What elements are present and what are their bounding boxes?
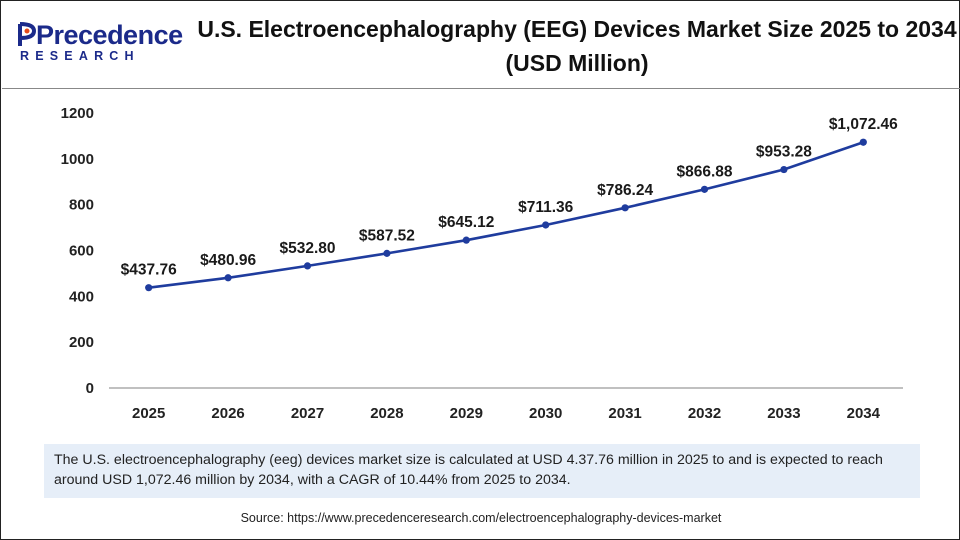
data-label: $866.88 [676, 163, 732, 180]
data-point [780, 165, 788, 174]
x-tick-label: 2027 [291, 405, 324, 422]
data-label: $645.12 [438, 214, 494, 231]
y-tick-label: 600 [69, 243, 94, 260]
data-label: $587.52 [359, 227, 415, 244]
y-tick-label: 800 [69, 197, 94, 214]
y-tick-label: 400 [69, 288, 94, 305]
data-label: $953.28 [756, 144, 812, 161]
y-tick-label: 1000 [61, 151, 94, 168]
header: Precedence RESEARCH U.S. Electroencephal… [2, 2, 960, 89]
brand-subtitle: RESEARCH [20, 49, 140, 63]
x-tick-label: 2030 [529, 405, 562, 422]
series-line [148, 140, 864, 289]
chart-title: U.S. Electroencephalography (EEG) Device… [197, 16, 957, 76]
data-point [145, 284, 153, 292]
data-point [224, 274, 232, 282]
data-label: $711.36 [518, 199, 574, 216]
x-tick-label: 2029 [450, 405, 483, 422]
x-tick-label: 2033 [767, 405, 800, 422]
data-label: $532.80 [279, 240, 335, 257]
x-axis: 2025 2026 2027 2028 2029 2030 2031 2032 2033 2034 [109, 387, 903, 422]
data-point [542, 221, 550, 229]
y-tick-label: 200 [69, 334, 94, 351]
x-tick-label: 2031 [608, 405, 641, 422]
x-tick-label: 2026 [211, 405, 244, 422]
data-point [303, 262, 312, 270]
x-tick-label: 2032 [688, 405, 721, 422]
series-market-size: $437.76 $480.96 $532.80 $587.52 $645.12 $711.… [121, 116, 898, 292]
data-point [383, 249, 391, 257]
data-point [621, 204, 629, 212]
y-tick-label: 1200 [61, 105, 94, 122]
data-label: $437.76 [121, 262, 177, 279]
data-label: $1,072.46 [829, 116, 898, 133]
brand-name: Precedence [36, 20, 183, 50]
y-tick-label: 0 [86, 380, 94, 397]
x-tick-label: 2034 [847, 405, 881, 422]
data-point [859, 138, 867, 146]
data-point [700, 185, 709, 193]
data-label: $786.24 [597, 182, 653, 199]
data-label: $480.96 [200, 252, 256, 269]
y-axis: 0 200 400 600 800 1000 1200 [61, 105, 94, 397]
brand-mark-icon [18, 22, 36, 46]
source-citation: Source: https://www.precedenceresearch.c… [240, 511, 722, 525]
chart-summary-note: The U.S. electroencephalography (eeg) de… [44, 444, 920, 498]
brand-logo: Precedence RESEARCH [16, 20, 183, 70]
data-point [462, 236, 470, 244]
x-tick-label: 2025 [132, 405, 165, 422]
x-tick-label: 2028 [370, 405, 403, 422]
